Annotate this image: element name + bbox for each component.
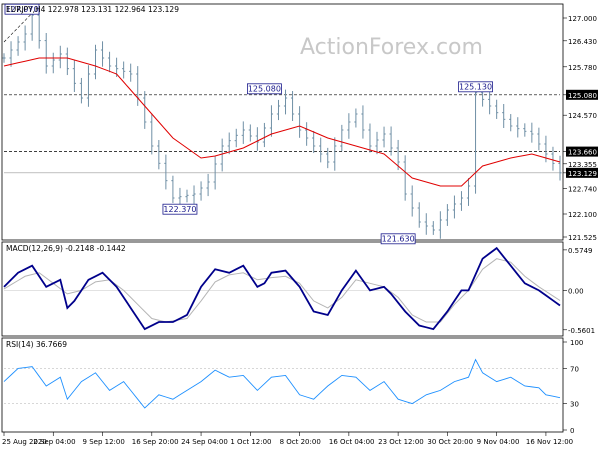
price-annotation-label: 125.130 [459, 83, 492, 92]
y-tick-label: 123.355 [568, 161, 597, 169]
rsi-panel-frame [1, 337, 564, 433]
x-tick-label: 2 Sep 04:00 [33, 438, 75, 446]
price-tag [566, 89, 598, 100]
x-tick-label: 9 Nov 04:00 [477, 438, 520, 446]
x-tick-label: 9 Sep 12:00 [83, 438, 125, 446]
rsi-panel-header: RSI(14) 36.7669 [6, 340, 67, 349]
x-tick-label: 23 Oct 12:00 [378, 438, 424, 446]
price-annotation-box [380, 233, 416, 245]
macd-panel-frame [1, 241, 564, 337]
price-annotation-label: 125.080 [248, 85, 281, 94]
macd-signal-line [3, 258, 561, 323]
macd-layer [3, 246, 561, 331]
price-annotation-label: 122.370 [163, 205, 196, 214]
x-tick-label: 1 Oct 12:00 [230, 438, 271, 446]
y-tick-label: 125.780 [568, 64, 597, 72]
y-tick-label: 124.570 [568, 112, 597, 120]
macd-panel-header: MACD(12,26,9) -0.2148 -0.1442 [6, 244, 126, 253]
price-annotation-label: 127.070 [5, 5, 38, 14]
price-tag-label: 123.660 [568, 149, 597, 157]
price-panel-header: EURJPY,H4 122.978 123.131 122.964 123.12… [6, 5, 179, 14]
price-annotation-box [458, 81, 493, 93]
x-tick-label: 16 Sep 20:00 [132, 438, 179, 446]
rsi-y-tick-label: 100 [570, 339, 583, 347]
watermark: ActionForex.com [300, 35, 483, 60]
price-tag [566, 146, 598, 157]
x-tick-label: 8 Oct 20:00 [280, 438, 321, 446]
macd-y-tick-label: 0.00 [568, 287, 584, 295]
y-tick-label: 122.100 [568, 211, 597, 219]
axis-layer: 127.000 126.430 125.780 125.080 124.570 123.6… [2, 15, 598, 446]
moving-average-line [3, 57, 561, 187]
macd-y-tick-label: 0.5749 [568, 247, 593, 255]
macd-line [3, 246, 561, 331]
x-tick-label: 24 Sep 04:00 [181, 438, 228, 446]
x-tick-label: 30 Oct 20:00 [427, 438, 473, 446]
price-annotation-box [4, 3, 40, 15]
price-tag [566, 167, 598, 178]
price-annotation-box [162, 203, 198, 215]
price-tag-label: 125.080 [568, 92, 597, 100]
rsi-layer [3, 358, 561, 409]
y-tick-label: 127.000 [568, 15, 597, 23]
macd-y-tick-label: -0.5601 [568, 327, 595, 335]
price-annotation-label: 121.630 [382, 235, 415, 244]
x-tick-label: 25 Aug 2020 [2, 438, 47, 446]
price-panel-frame [1, 3, 564, 241]
y-tick-label: 122.740 [568, 185, 597, 193]
rsi-line [3, 358, 561, 409]
price-annotation-box [247, 83, 282, 95]
rsi-y-tick-label: 70 [570, 365, 579, 373]
price-tag-label: 123.129 [568, 170, 597, 178]
x-tick-label: 16 Nov 12:00 [526, 438, 573, 446]
price-layer: 127.070 125.080 125.130 122.370 121.630 [2, 3, 562, 245]
y-tick-label: 121.525 [568, 234, 597, 242]
y-tick-label: 126.430 [568, 38, 597, 46]
rsi-y-tick-label: 0 [570, 427, 574, 435]
x-tick-label: 16 Oct 04:00 [329, 438, 375, 446]
rsi-y-tick-label: 30 [570, 401, 579, 409]
